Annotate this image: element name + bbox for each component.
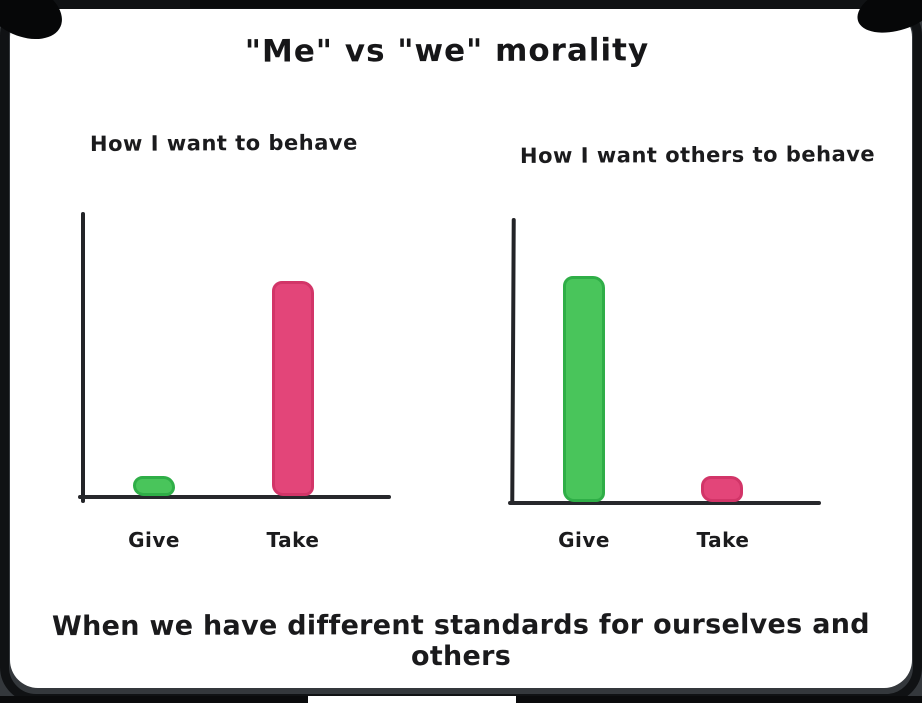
category-label-take: Take	[266, 528, 320, 552]
chart-how-i-want-others-to-behave: How I want others to behave Give Take	[508, 142, 875, 552]
category-label-give: Give	[128, 528, 180, 552]
x-axis	[78, 495, 391, 499]
bar-take	[701, 476, 743, 502]
x-axis	[508, 501, 821, 505]
y-axis	[510, 217, 516, 504]
frame-top-stroke	[190, 0, 520, 8]
frame-bottom-stroke-gap	[308, 696, 516, 703]
chart-how-i-want-to-behave: How I want to behave Give Take	[78, 131, 394, 552]
category-label-take: Take	[696, 528, 750, 552]
bar-give	[133, 476, 175, 496]
bar-take	[272, 281, 314, 496]
comic-card: "Me" vs "we" morality How I want to beha…	[10, 9, 912, 688]
comic-caption: When we have different standards for our…	[51, 608, 870, 673]
comic-title: "Me" vs "we" morality	[244, 32, 650, 70]
bar-give	[563, 276, 605, 502]
category-label-give: Give	[558, 528, 610, 552]
chart-others-title: How I want others to behave	[519, 142, 876, 168]
y-axis	[81, 212, 85, 503]
chart-me-title: How I want to behave	[89, 130, 358, 156]
